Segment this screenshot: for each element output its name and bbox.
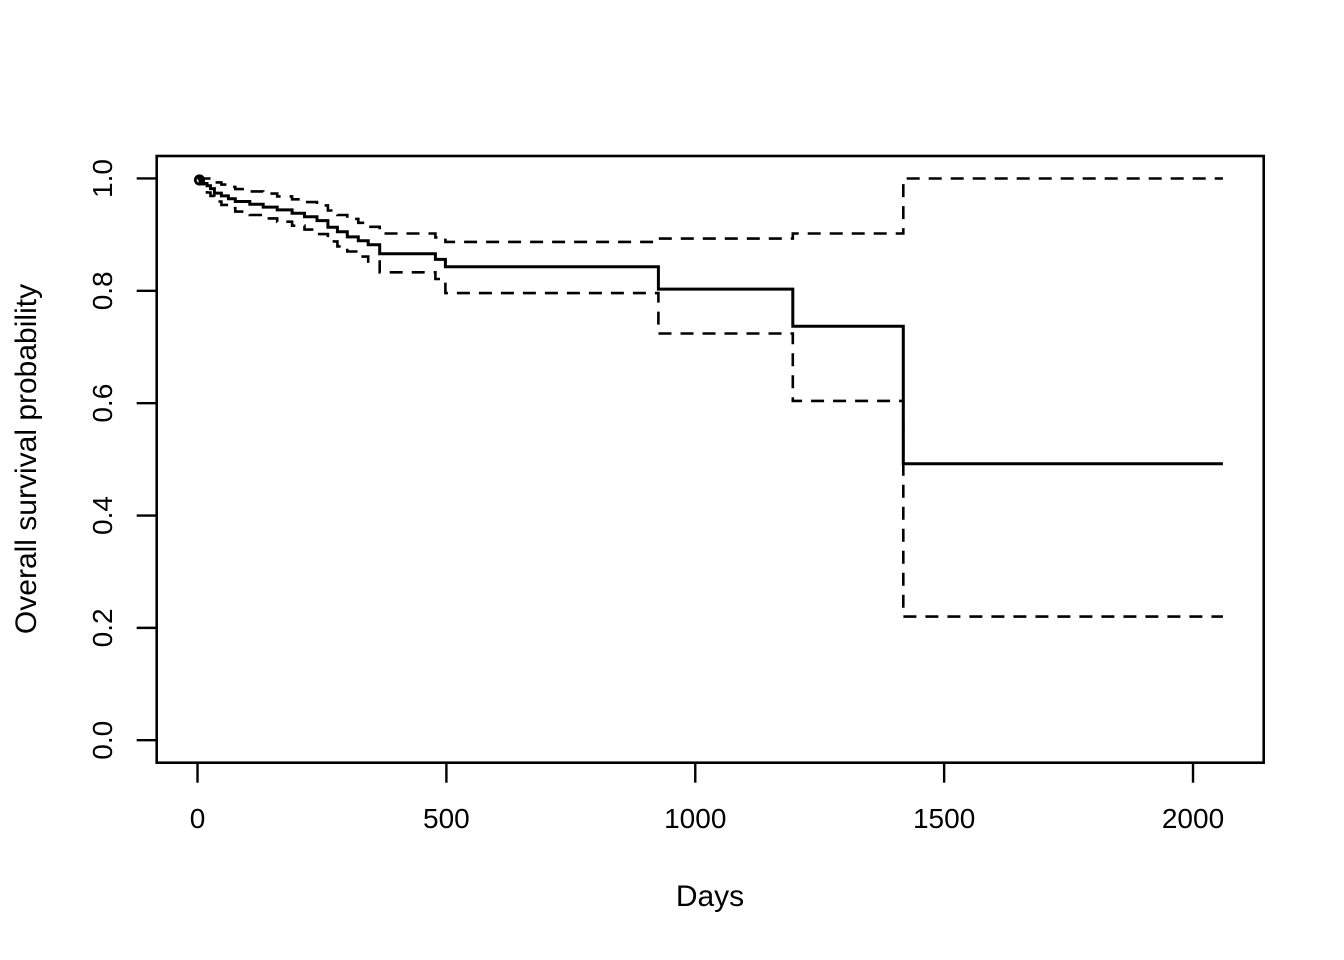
y-tick-label: 0.6	[87, 384, 118, 423]
y-axis-title: Overall survival probability	[10, 284, 43, 634]
plot-area	[193, 174, 1223, 618]
upper-95ci-curve	[197, 177, 1223, 244]
y-tick-label: 0.4	[87, 496, 118, 535]
y-tick-label: 1.0	[87, 159, 118, 198]
x-tick-label: 1500	[913, 803, 975, 834]
y-tick-label: 0.8	[87, 271, 118, 310]
survival-estimate-curve	[197, 177, 1223, 466]
lower-95ci-curve	[197, 177, 1223, 618]
axes: 0 500 1000 1500 2000 0.0 0.2 0.4 0.6 0.8 1.0	[87, 154, 1265, 834]
x-axis-title: Days	[676, 880, 744, 913]
y-tick-label: 0.2	[87, 608, 118, 647]
y-tick-label: 0.0	[87, 721, 118, 760]
x-tick-label: 1000	[664, 803, 726, 834]
plot-border	[155, 154, 1265, 765]
x-tick-label: 0	[190, 803, 206, 834]
start-point-marker	[193, 174, 206, 186]
x-tick-label: 500	[423, 803, 470, 834]
x-tick-label: 2000	[1162, 803, 1224, 834]
